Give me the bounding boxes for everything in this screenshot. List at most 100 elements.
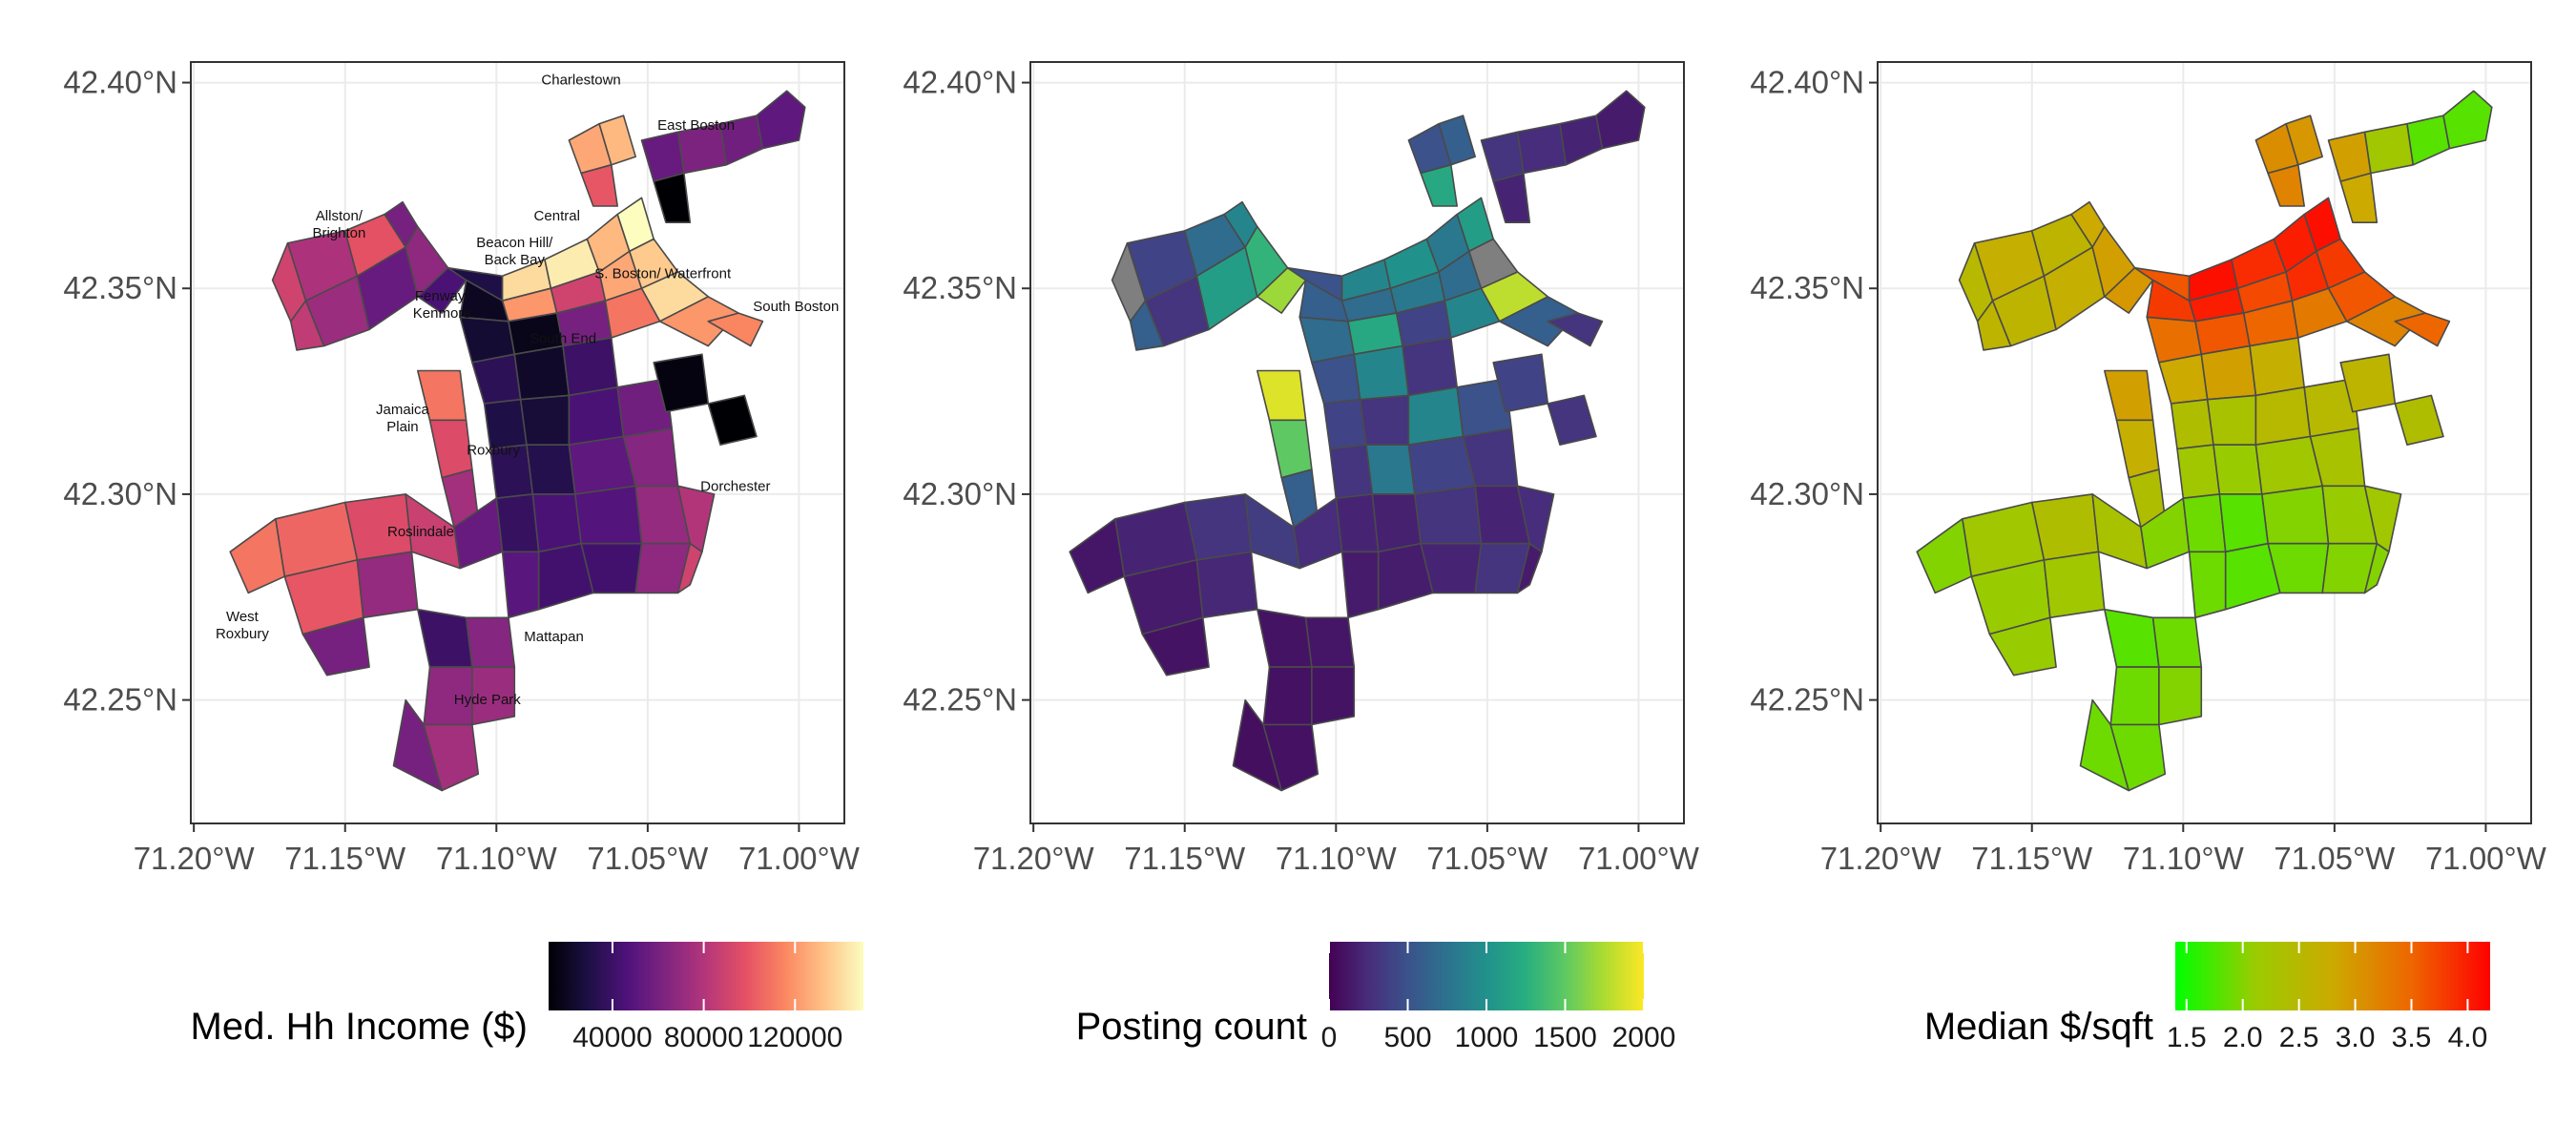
tract-64: [707, 312, 764, 347]
y-tick-label: 42.35°N: [1750, 270, 1864, 305]
tract-72: [2442, 90, 2493, 150]
tract-20: [1402, 337, 1458, 397]
neighborhood-label: South End: [530, 331, 596, 347]
tract-28: [526, 444, 576, 495]
x-tick-label: 71.00°W: [738, 841, 861, 876]
panel-border: [190, 61, 845, 824]
tract-23: [1322, 398, 1367, 450]
tract-32: [573, 485, 643, 545]
legend-tick-label: 2000: [1612, 1022, 1676, 1053]
x-tick-label: 71.20°W: [134, 841, 256, 876]
y-tick-label: 42.30°N: [1750, 476, 1864, 511]
legend-title: Median $/sqft: [1924, 1006, 2153, 1048]
tract-70: [1516, 122, 1568, 175]
tract-54: [471, 666, 516, 726]
x-tick-label: 71.00°W: [1578, 841, 1700, 876]
tract-45: [1195, 551, 1258, 619]
neighborhood-label: Charlestown: [541, 73, 620, 89]
neighborhood-label-line: Roslindale: [387, 524, 454, 540]
tract-31: [1456, 378, 1512, 438]
x-tick-label: 71.00°W: [2425, 841, 2547, 876]
neighborhood-label: Jamaica Plain: [376, 402, 430, 435]
tract-19: [513, 344, 571, 401]
neighborhood-label: Hyde Park: [454, 692, 522, 708]
neighborhood-label: Beacon Hill/Back Bay: [476, 235, 553, 268]
tract-56: [1262, 723, 1319, 792]
tract-47: [495, 493, 540, 553]
tract-37: [1516, 542, 1543, 594]
tract-45: [356, 551, 419, 619]
tract-45: [2043, 551, 2106, 619]
tract-49: [1340, 551, 1380, 619]
y-tick-label: 42.25°N: [903, 682, 1017, 718]
tract-7: [1129, 300, 1165, 351]
tract-37: [676, 542, 703, 594]
tract-47: [1335, 493, 1380, 553]
tract-72: [756, 90, 806, 150]
neighborhood-label-line: Back Bay: [485, 252, 546, 268]
x-tick-label: 71.10°W: [436, 841, 558, 876]
tract-73: [1547, 394, 1597, 447]
tract-32: [2261, 485, 2330, 545]
x-tick-label: 71.15°W: [1124, 841, 1246, 876]
neighborhood-label: Fenway/Kenmore: [413, 288, 471, 322]
map-panel-price: 42.25°N 42.30°N 42.35°N 42.40°N 71.20°W 71.15…: [1750, 61, 2547, 876]
legend-tick-label: 1500: [1533, 1022, 1597, 1053]
tract-43: [1916, 517, 1973, 594]
x-tick-label: 71.15°W: [284, 841, 406, 876]
x-tick-label: 71.10°W: [1276, 841, 1398, 876]
tract-52: [1304, 616, 1356, 668]
panel-border: [1029, 61, 1685, 824]
tract-32: [1414, 485, 1483, 545]
y-tick-label: 42.25°N: [1750, 682, 1864, 718]
tract-73: [707, 394, 758, 447]
legend-tick-label: 3.0: [2336, 1022, 2376, 1053]
tract-72: [1595, 90, 1646, 150]
tract-31: [616, 378, 674, 438]
tract-54: [2158, 666, 2203, 726]
tract-43: [229, 517, 286, 594]
tract-49: [2188, 551, 2227, 619]
neighborhood-label: Central: [534, 208, 580, 224]
tract-56: [423, 723, 480, 792]
tract-73: [2394, 394, 2444, 447]
tract-56: [2109, 723, 2167, 792]
tract-25: [568, 385, 625, 447]
legend-tick-label: 1000: [1455, 1022, 1519, 1053]
neighborhood-label-line: Roxbury: [216, 626, 269, 642]
neighborhood-label-line: Roxbury: [467, 443, 520, 459]
tract-23: [2170, 398, 2214, 450]
map-panel-postings: 42.25°N 42.30°N 42.35°N 42.40°N 71.20°W 71.15…: [903, 61, 1700, 876]
legend-tick-label: 500: [1383, 1022, 1431, 1053]
y-tick-label: 42.30°N: [63, 476, 177, 511]
tract-67: [2267, 164, 2305, 207]
y-tick-label: 42.40°N: [1750, 65, 1864, 100]
neighborhood-label-line: Dorchester: [700, 478, 770, 494]
neighborhood-label-line: Allston/: [316, 208, 364, 224]
y-tick-label: 42.35°N: [903, 270, 1017, 305]
legend-title: Med. Hh Income ($): [191, 1006, 528, 1048]
neighborhood-label: Roslindale: [387, 524, 454, 540]
neighborhood-label-line: Jamaica: [376, 402, 430, 418]
legend-tick-label: 1.5: [2167, 1022, 2207, 1053]
tract-47: [2182, 493, 2227, 553]
tract-49: [501, 551, 540, 619]
y-tick-label: 42.40°N: [63, 65, 177, 100]
tract-69: [653, 172, 692, 223]
y-tick-label: 42.35°N: [63, 270, 177, 305]
x-tick-label: 71.05°W: [2274, 841, 2396, 876]
neighborhood-label: South Boston: [753, 299, 839, 315]
tract-48: [2218, 493, 2269, 553]
y-tick-label: 42.40°N: [903, 65, 1017, 100]
tract-24: [2206, 394, 2257, 447]
legend-title: Posting count: [1076, 1006, 1307, 1048]
tract-7: [289, 300, 325, 351]
neighborhood-label-line: East Boston: [657, 117, 735, 134]
neighborhood-label-line: Hyde Park: [454, 692, 522, 708]
tract-64: [2394, 312, 2451, 347]
legend-tick-label: 2.0: [2223, 1022, 2263, 1053]
neighborhood-label: S. Boston/ Waterfront: [594, 265, 732, 281]
neighborhood-label-line: Kenmore: [413, 305, 471, 322]
neighborhood-label: Allston/Brighton: [312, 208, 365, 241]
